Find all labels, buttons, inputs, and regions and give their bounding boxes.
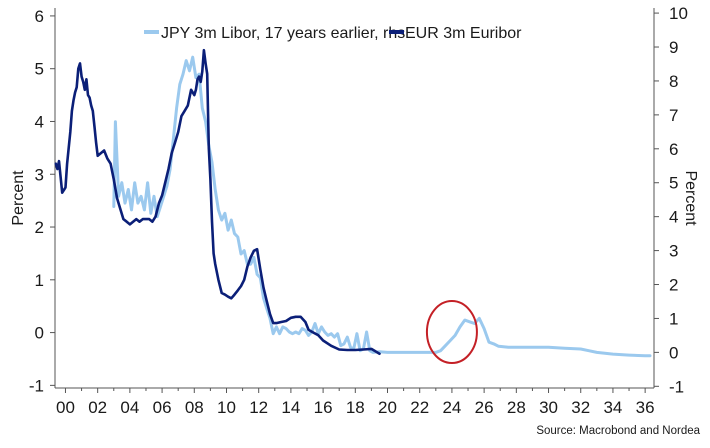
y-tick-label-left: 1	[35, 271, 44, 290]
highlight-circle	[425, 300, 478, 365]
legend: JPY 3m Libor, 17 years earlier, rhs EUR …	[144, 25, 522, 42]
x-tick-label: 16	[314, 398, 333, 417]
chart-series	[54, 48, 652, 358]
y-tick-label-right: 1	[669, 309, 678, 328]
y-tick-label-left: 0	[35, 324, 44, 343]
series-line-eur	[54, 48, 381, 355]
x-tick-label: 26	[475, 398, 494, 417]
x-tick-label: 32	[571, 398, 590, 417]
x-tick-label: 36	[636, 398, 655, 417]
x-tick-label: 30	[539, 398, 558, 417]
x-tick-label: 00	[56, 398, 75, 417]
y-tick-label-right: 8	[669, 72, 678, 91]
x-tick-label: 28	[507, 398, 526, 417]
x-tick-label: 14	[281, 398, 300, 417]
series-line-jpy	[112, 55, 652, 358]
x-tick-label: 08	[185, 398, 204, 417]
y-tick-label-right: 0	[669, 343, 678, 362]
y-tick-label-right: 4	[669, 208, 678, 227]
y-tick-label-left: 2	[35, 218, 44, 237]
y-tick-label-right: 5	[669, 174, 678, 193]
y-tick-label-right: 10	[669, 4, 688, 23]
x-tick-label: 02	[88, 398, 107, 417]
x-tick-label: 12	[249, 398, 268, 417]
x-tick-label: 04	[120, 398, 139, 417]
y-tick-label-right: 2	[669, 276, 678, 295]
y-tick-label-left: 5	[35, 60, 44, 79]
legend-label-jpy: JPY 3m Libor, 17 years earlier, rhs	[161, 25, 405, 42]
legend-label-eur: EUR 3m Euribor	[405, 25, 522, 42]
y-tick-label-right: 3	[669, 242, 678, 261]
source-note: Source: Macrobond and Nordea	[536, 425, 700, 437]
x-tick-label: 20	[378, 398, 397, 417]
y-tick-label-left: 6	[35, 7, 44, 26]
y-tick-label-right: 7	[669, 106, 678, 125]
x-tick-label: 18	[346, 398, 365, 417]
x-tick-label: 06	[153, 398, 172, 417]
y-tick-label-left: 3	[35, 165, 44, 184]
y-tick-label-left: 4	[35, 112, 44, 131]
y-tick-label-right: 9	[669, 38, 678, 57]
y-axis-title-left: Percent	[10, 170, 27, 226]
y-axis-title-right: Percent	[682, 170, 699, 226]
y-tick-label-left: -1	[29, 376, 44, 395]
chart-annotations	[425, 300, 478, 365]
x-tick-label: 10	[217, 398, 236, 417]
y-tick-label-right: -1	[669, 377, 684, 396]
x-tick-label: 22	[410, 398, 429, 417]
x-tick-label: 34	[603, 398, 622, 417]
y-tick-label-right: 6	[669, 140, 678, 159]
x-tick-label: 24	[442, 398, 461, 417]
